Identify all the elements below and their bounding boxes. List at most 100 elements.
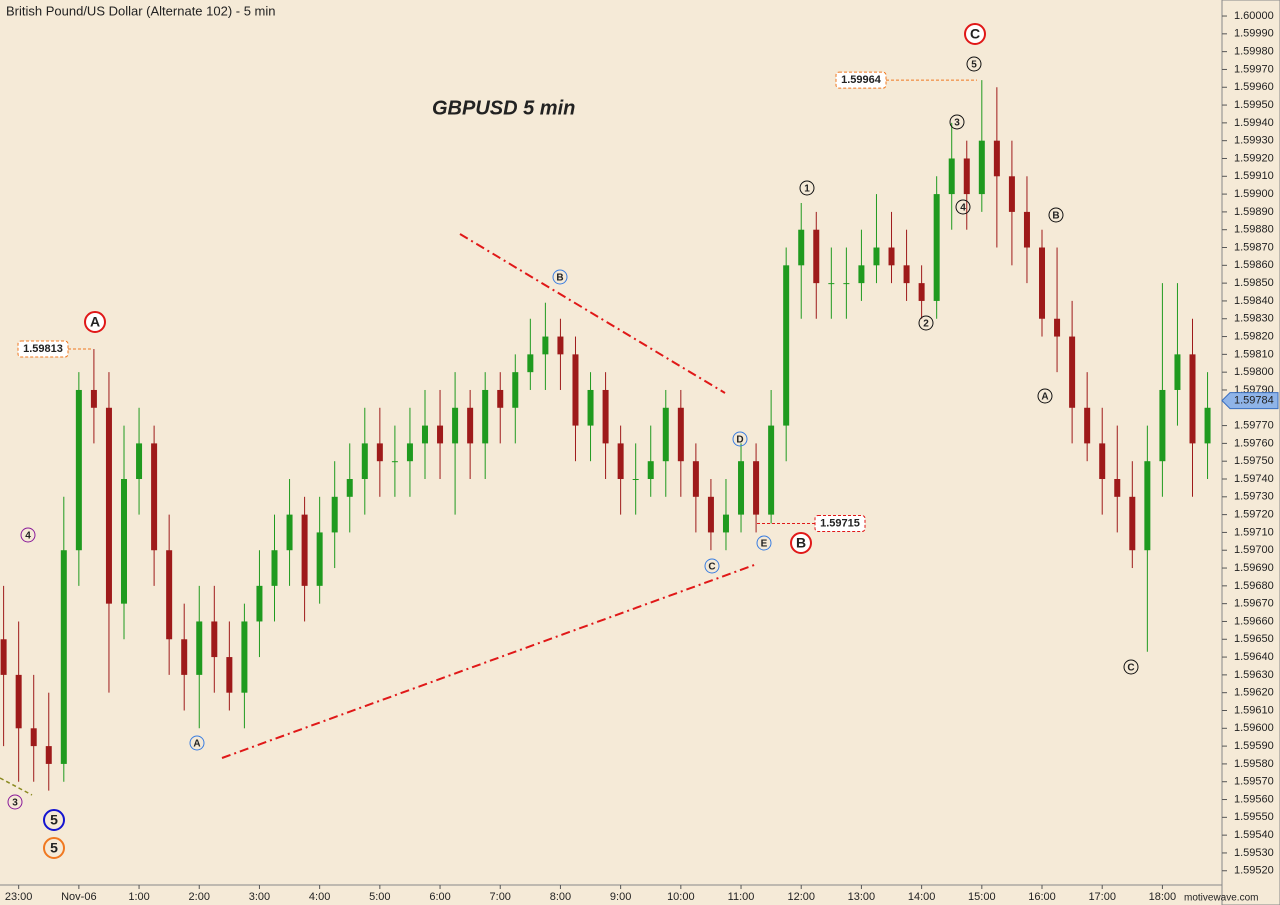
y-tick-label: 1.59810: [1234, 348, 1274, 360]
candle-body: [963, 158, 970, 195]
candle-body: [421, 425, 428, 444]
candle-body: [572, 354, 579, 426]
watermark: motivewave.com: [1184, 893, 1258, 904]
wave-label: D: [736, 435, 743, 446]
y-tick-label: 1.59920: [1234, 152, 1274, 164]
y-tick-label: 1.59720: [1234, 509, 1274, 521]
wave-label: 3: [954, 118, 960, 129]
wave-label-circle: [7, 794, 23, 810]
y-tick-label: 1.59570: [1234, 776, 1274, 788]
callout-box: [17, 340, 69, 358]
wave-label-circle: [552, 269, 568, 285]
y-tick-label: 1.59940: [1234, 117, 1274, 129]
candle-body: [151, 443, 158, 551]
candle-body: [0, 639, 7, 675]
candle-body: [602, 389, 609, 444]
wave-label-circle: [189, 735, 205, 751]
candle-body: [286, 514, 293, 551]
wave-label-circle: [704, 558, 720, 574]
wave-label: E: [761, 539, 768, 550]
candle-body: [1008, 176, 1015, 212]
candle-body: [1144, 461, 1151, 551]
candle-body: [1054, 318, 1061, 337]
y-tick-label: 1.59960: [1234, 81, 1274, 93]
wave-label: 5: [50, 812, 58, 828]
candle-body: [1204, 407, 1211, 444]
y-tick-label: 1.59600: [1234, 722, 1274, 734]
wave-label-circle: [84, 311, 106, 333]
y-tick-label: 1.59640: [1234, 651, 1274, 663]
candle-body: [738, 461, 745, 515]
candle-body: [768, 425, 775, 515]
y-tick-label: 1.59590: [1234, 740, 1274, 752]
candle-body: [346, 479, 353, 497]
wave-label: B: [556, 273, 563, 284]
wave-label-circle: [964, 23, 986, 45]
candle-body: [467, 407, 474, 444]
y-tick-label: 1.59980: [1234, 46, 1274, 58]
candle-body: [452, 407, 459, 444]
wave-label-circle: [732, 431, 748, 447]
x-tick-label: 9:00: [610, 891, 631, 903]
candle-body: [121, 479, 128, 604]
wave-label: 4: [960, 203, 966, 214]
candle-body: [331, 496, 338, 533]
y-tick-label: 1.59740: [1234, 473, 1274, 485]
candle-body: [813, 229, 820, 284]
wave-label-circle: [756, 535, 772, 551]
wave-label: B: [796, 535, 806, 551]
candle-body: [1023, 211, 1030, 248]
candle-body: [843, 283, 850, 285]
candle-body: [30, 728, 37, 747]
y-tick-label: 1.59540: [1234, 829, 1274, 841]
wave-label: 3: [12, 798, 18, 809]
callout-box: [814, 515, 866, 533]
candle-body: [662, 407, 669, 462]
last-price-marker: [1221, 392, 1279, 410]
x-tick-label: 16:00: [1028, 891, 1056, 903]
wave-label: A: [90, 314, 100, 330]
candle-body: [241, 621, 248, 693]
candle-body: [512, 372, 519, 408]
candle-body: [211, 621, 218, 658]
candle-body: [753, 461, 760, 515]
trend-line: [221, 563, 758, 759]
x-tick-label: 14:00: [908, 891, 936, 903]
callout-label: 1.59715: [820, 517, 860, 529]
candle-body: [376, 443, 383, 462]
y-tick-label: 1.59620: [1234, 687, 1274, 699]
candle-body: [437, 425, 444, 444]
candle-body: [873, 247, 880, 266]
candle-body: [316, 532, 323, 586]
candle-body: [301, 514, 308, 586]
y-tick-label: 1.59660: [1234, 615, 1274, 627]
wave-label-circle: [43, 837, 65, 859]
wave-label: 2: [923, 319, 929, 330]
candle-body: [406, 443, 413, 462]
y-tick-label: 1.60000: [1234, 10, 1274, 22]
wave-label-circle: [1048, 207, 1064, 223]
wave-label: C: [970, 26, 980, 42]
candle-body: [692, 461, 699, 497]
candle-body: [978, 140, 985, 195]
wave-label-circle: [918, 315, 934, 331]
x-tick-label: 23:00: [5, 891, 33, 903]
y-tick-label: 1.59800: [1234, 366, 1274, 378]
candle-body: [45, 746, 52, 764]
candle-body: [677, 407, 684, 462]
candle-body: [542, 336, 549, 355]
candle-body: [1189, 354, 1196, 444]
y-tick-label: 1.59840: [1234, 295, 1274, 307]
y-tick-label: 1.59580: [1234, 758, 1274, 770]
wave-label: C: [708, 562, 715, 573]
candle-body: [271, 550, 278, 586]
x-tick-label: 3:00: [249, 891, 270, 903]
candle-body: [90, 389, 97, 408]
callout-label: 1.59813: [23, 343, 63, 355]
x-tick-label: 12:00: [787, 891, 815, 903]
candle-body: [783, 265, 790, 426]
candle-body: [1159, 389, 1166, 462]
wave-label-circle: [1037, 388, 1053, 404]
y-tick-label: 1.59910: [1234, 170, 1274, 182]
wave-label: C: [1127, 663, 1134, 674]
